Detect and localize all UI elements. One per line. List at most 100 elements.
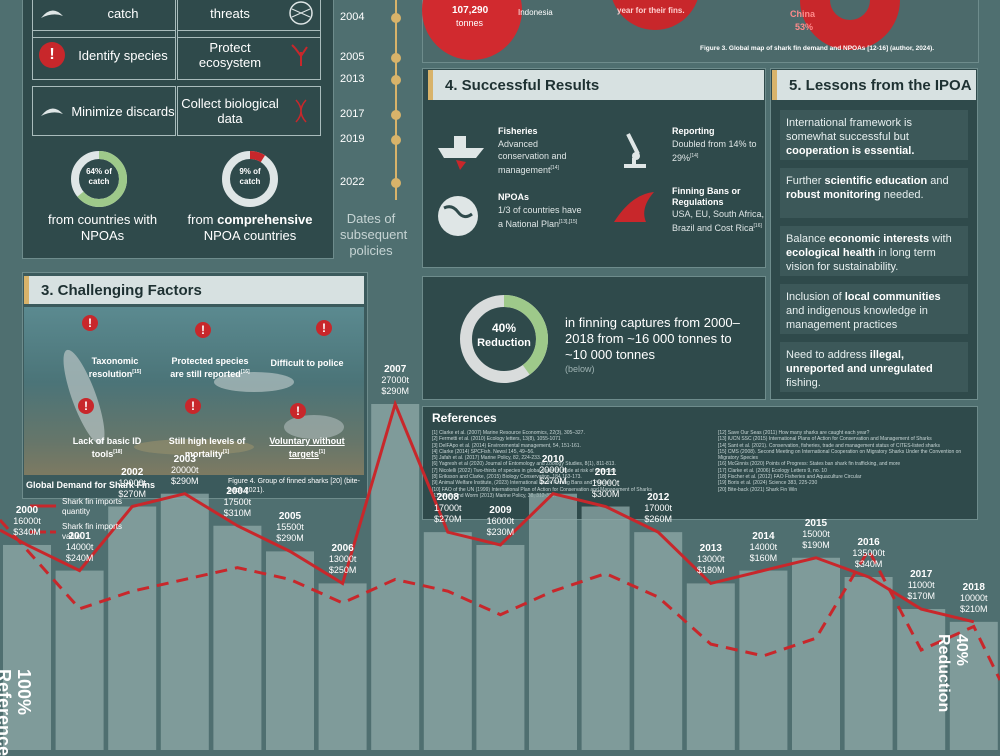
legend-quantity-label: Shark fin imports quantity	[62, 497, 123, 516]
donut-comprehensive-caption: from comprehensive NPOA countries	[187, 212, 313, 243]
donut-npoa-caption: from countries with NPOAs	[47, 212, 158, 243]
reference-entry: [20] Bite-back (2021) Shark Fin Win	[718, 486, 798, 493]
result-text: Advanced conservation and management[14]	[498, 139, 567, 175]
indonesia-label: Indonesia	[518, 8, 553, 17]
warning-icon: !	[316, 320, 332, 336]
globe-icon	[436, 194, 486, 238]
warning-icon: !	[185, 398, 201, 414]
reference-entry: [7] Nicolelli (2022) Two-thirds of speci…	[432, 467, 617, 474]
bar-2005	[266, 551, 314, 750]
references-panel	[422, 406, 978, 520]
data-label-2009: 2009 16000t $230M	[486, 504, 515, 537]
lesson-item: Further scientific education and robust …	[780, 168, 968, 218]
map-caption: Figure 3. Global map of shark fin demand…	[700, 45, 935, 52]
coral-icon	[288, 42, 314, 68]
objective-coral: Protect ecosystem	[177, 30, 321, 80]
challenge-factor: Still high levels of mortality[1]	[168, 436, 246, 459]
challenge-factor: Difficult to police	[270, 358, 344, 368]
objective-label: catch	[107, 5, 139, 21]
timeline-year: 2005	[340, 51, 365, 63]
challenge-factor: Taxonomic resolution[15]	[88, 356, 142, 379]
result-heading: Fisheries	[498, 126, 538, 136]
reference-entry: [14] Sant et al. (2021). Conservation, f…	[718, 442, 941, 449]
indonesia-unit: tonnes	[456, 18, 484, 28]
timeline-dot	[391, 135, 401, 145]
lesson-item: Need to address illegal, unreported and …	[780, 342, 968, 392]
data-label-2002: 2002 19000t $270M	[118, 466, 146, 499]
challenge-factor: Voluntary without targets[1]	[269, 436, 345, 459]
microscope-icon	[610, 128, 660, 172]
objective-label: threats	[210, 5, 250, 21]
data-label-2016: 2016 135000t $340M	[852, 537, 885, 569]
data-label-2013: 2013 13000t $180M	[697, 543, 725, 576]
lessons-heading: 5. Lessons from the IPOA	[772, 70, 976, 100]
timeline-line	[395, 0, 397, 200]
reduction-note: (below)	[565, 364, 595, 374]
figure4-caption: Figure 4. Group of finned sharks [20] (b…	[228, 478, 360, 494]
results-panel	[422, 68, 766, 268]
data-label-2018: 2018 10000t $210M	[960, 581, 988, 614]
data-label-2006: 2006 13000t $250M	[328, 543, 357, 576]
result-heading: Reporting	[672, 126, 715, 136]
lesson-item: International framework is somewhat succ…	[780, 110, 968, 160]
data-label-2005: 2005 15500t $290M	[276, 511, 304, 544]
timeline-year: 2004	[340, 11, 365, 23]
quantity-line	[0, 399, 975, 624]
data-label-2004: 2004 17500t $310M	[223, 485, 252, 518]
timeline-year: 2017	[340, 108, 365, 120]
bar-2009	[476, 544, 525, 750]
reference-entry: [11] Davis and Worm (2013) Marine Policy…	[432, 492, 556, 499]
bar-2011	[581, 506, 630, 750]
timeline-dot	[391, 53, 401, 63]
timeline-year: 2013	[340, 73, 365, 85]
challenge-factor: Protected species are still reported[16]	[170, 356, 250, 379]
reduction-side-label: 40% Reduction	[935, 634, 970, 713]
bar-2016	[844, 577, 893, 750]
bar-2002	[108, 506, 157, 750]
reduction-word: Reduction	[477, 337, 531, 349]
bar-2014	[739, 570, 788, 750]
reference-entry: [17] Clarke et al. (2006) Ecology Letter…	[718, 467, 827, 474]
reference-entry: [19] Boris et al. (2024) Science 383, 22…	[718, 480, 818, 487]
timeline-dot	[391, 178, 401, 188]
net-icon	[288, 0, 314, 26]
result-heading: NPOAs	[498, 192, 530, 202]
timeline-dot	[391, 110, 401, 120]
fin-icon	[610, 188, 660, 232]
reference-entry: [13] IUCN SSC (2015) International Plans…	[718, 436, 932, 443]
objective-exclamation: ! Identify species	[32, 30, 176, 80]
bar-2010	[529, 493, 577, 750]
result-text: USA, EU, South Africa, Brazil and Cost R…	[672, 209, 765, 233]
data-label-2001: 2001 14000t $240M	[65, 530, 94, 563]
data-label-2010: 2010 20000t $270M	[539, 453, 567, 486]
fin-icon	[39, 98, 65, 124]
objectives-panel	[22, 0, 334, 259]
challenges-heading: 3. Challenging Factors	[24, 276, 364, 304]
objective-label: Minimize discards	[71, 103, 175, 119]
data-label-2003: 2003 20000t $290M	[171, 453, 199, 486]
exclamation-icon: !	[39, 42, 65, 68]
data-label-2014: 2014 14000t $160M	[749, 530, 778, 563]
reference-entry: [5] Jafah et al. (2017) Marine Policy, 8…	[432, 455, 542, 462]
warning-icon: !	[82, 315, 98, 331]
challenge-factor: Lack of basic ID tools[18]	[72, 436, 142, 459]
objective-label: Collect biological data	[181, 96, 279, 126]
data-label-2011: 2011 19000t $300M	[591, 466, 620, 499]
shark-fin-demand-chart	[0, 399, 1000, 750]
bar-2017	[897, 609, 946, 750]
result-text: 1/3 of countries have a National Plan[13…	[498, 205, 582, 229]
data-label-2015: 2015 15000t $190M	[802, 517, 830, 550]
bar-2004	[213, 525, 262, 750]
objective-net: threats	[177, 0, 321, 38]
data-label-2007: 2007 27000t $290M	[381, 364, 409, 396]
legend-value	[30, 523, 56, 541]
reference-entry: [16] McGinnis (2020) Points of Progress:…	[718, 461, 901, 468]
references-right: [12] Save Our Seas (2011) How many shark…	[718, 430, 968, 493]
bar-2012	[634, 532, 683, 750]
reduction-donut: 40% Reduction	[458, 293, 550, 385]
bar-2000	[3, 544, 51, 750]
legend-value-label: Shark fin imports value	[62, 522, 123, 541]
finned-sharks-photo	[24, 307, 364, 475]
bar-2006	[318, 583, 367, 750]
references-left: [1] Clarke et al. (2007) Marine Resource…	[432, 430, 712, 499]
